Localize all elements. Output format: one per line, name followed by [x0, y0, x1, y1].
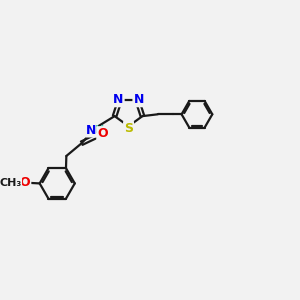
Text: N: N — [113, 93, 124, 106]
Text: N: N — [86, 124, 96, 136]
Text: O: O — [97, 127, 108, 140]
Text: N: N — [134, 93, 144, 106]
Text: CH₃: CH₃ — [0, 178, 22, 188]
Text: H: H — [94, 125, 104, 135]
Text: O: O — [20, 176, 30, 189]
Text: S: S — [124, 122, 133, 135]
